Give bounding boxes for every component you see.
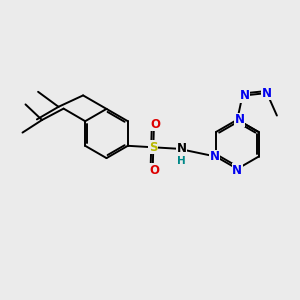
Text: O: O [150, 118, 161, 131]
Text: N: N [177, 142, 187, 155]
Text: N: N [232, 164, 242, 177]
Text: N: N [262, 87, 272, 100]
Text: S: S [149, 141, 158, 154]
Text: O: O [149, 164, 159, 177]
Text: N: N [209, 150, 220, 163]
Text: N: N [235, 113, 245, 126]
Text: H: H [177, 156, 186, 166]
Text: N: N [240, 89, 250, 102]
